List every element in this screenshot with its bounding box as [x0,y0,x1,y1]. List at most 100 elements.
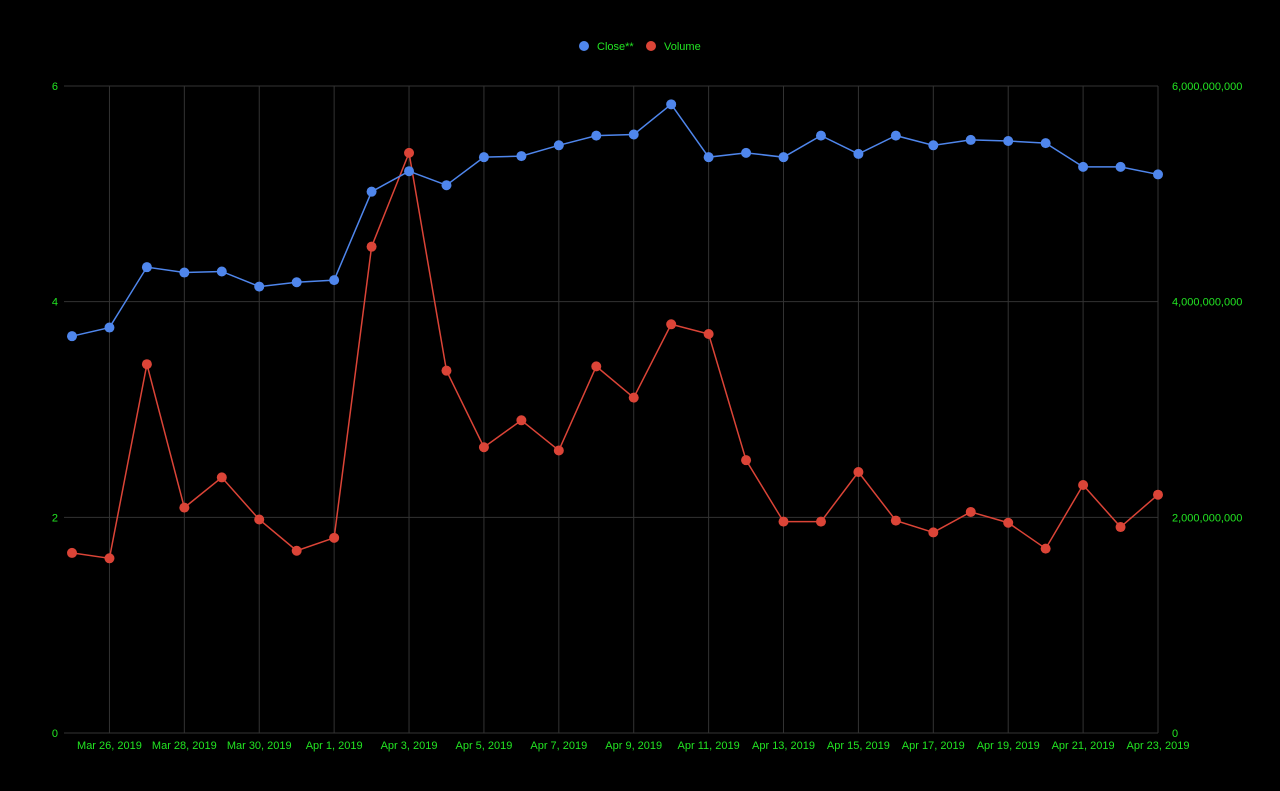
data-point[interactable] [853,148,864,159]
x-tick-label: Apr 7, 2019 [530,740,587,752]
legend-marker [579,41,589,51]
data-point[interactable] [1115,522,1126,533]
data-point[interactable] [553,140,564,151]
data-point[interactable] [965,134,976,145]
data-point[interactable] [1153,489,1163,500]
x-tick-label: Mar 30, 2019 [227,740,292,752]
data-point[interactable] [291,277,302,288]
data-point[interactable] [67,331,77,342]
data-point[interactable] [478,442,489,453]
data-point[interactable] [591,361,602,372]
x-tick-label: Apr 15, 2019 [827,740,890,752]
data-point[interactable] [741,455,752,466]
data-point[interactable] [291,545,302,556]
data-point[interactable] [591,130,602,141]
data-point[interactable] [928,140,939,151]
data-point[interactable] [104,553,115,564]
x-tick-label: Apr 21, 2019 [1052,740,1115,752]
x-tick-label: Apr 23, 2019 [1127,740,1190,752]
data-point[interactable] [478,152,489,163]
data-point[interactable] [666,319,677,330]
data-point[interactable] [366,241,377,252]
data-point[interactable] [254,514,265,525]
y-right-tick-label: 4,000,000,000 [1172,297,1242,309]
data-point[interactable] [366,186,377,197]
y-left-tick-label: 2 [52,512,58,524]
data-point[interactable] [216,472,227,483]
data-point[interactable] [890,515,901,526]
legend[interactable]: Close** Volume [579,41,701,53]
data-point[interactable] [965,506,976,517]
data-point[interactable] [928,527,939,538]
data-point[interactable] [815,130,826,141]
x-axis: Mar 26, 2019 Mar 28, 2019 Mar 30, 2019 Apr … [77,740,1189,752]
data-point[interactable] [1040,543,1051,554]
data-point[interactable] [404,147,415,158]
legend-label: Volume [664,41,701,53]
data-point[interactable] [553,445,564,456]
data-point[interactable] [329,532,340,543]
data-point[interactable] [1078,161,1089,172]
data-point[interactable] [179,267,190,278]
data-point[interactable] [778,516,789,527]
data-point[interactable] [628,392,639,403]
data-point[interactable] [1078,479,1089,490]
data-point[interactable] [1153,169,1163,180]
data-point[interactable] [1003,135,1014,146]
data-point[interactable] [516,415,527,426]
data-point[interactable] [104,322,115,333]
data-point[interactable] [216,266,227,277]
x-tick-label: Apr 3, 2019 [381,740,438,752]
data-point[interactable] [741,147,752,158]
data-point[interactable] [516,151,527,162]
data-point[interactable] [141,262,152,273]
legend-marker [646,41,656,51]
data-point[interactable] [441,180,452,191]
data-point[interactable] [404,166,415,177]
data-point[interactable] [441,365,452,376]
data-point[interactable] [666,99,677,110]
data-point[interactable] [67,547,77,558]
y-right-tick-label: 0 [1172,728,1178,740]
x-tick-label: Apr 5, 2019 [455,740,512,752]
series-volume [67,147,1163,564]
legend-item-close[interactable]: Close** [579,41,634,53]
y-left-tick-label: 4 [52,297,58,309]
x-tick-label: Mar 28, 2019 [152,740,217,752]
series-line [71,150,1159,560]
data-point[interactable] [703,329,714,340]
left-axis: 0 2 4 6 [52,81,58,740]
x-tick-label: Apr 11, 2019 [678,740,740,752]
x-tick-label: Mar 26, 2019 [77,740,142,752]
data-point[interactable] [778,152,789,163]
x-tick-label: Apr 17, 2019 [902,740,965,752]
data-point[interactable] [815,516,826,527]
x-tick-label: Apr 9, 2019 [605,740,662,752]
series-close [67,99,1163,342]
y-left-tick-label: 6 [52,81,58,93]
data-point[interactable] [628,129,639,140]
y-right-tick-label: 6,000,000,000 [1172,81,1242,93]
data-point[interactable] [179,502,190,513]
data-point[interactable] [141,359,152,370]
data-point[interactable] [890,130,901,141]
data-point[interactable] [1003,517,1014,528]
right-axis: 0 2,000,000,000 4,000,000,000 6,000,000,000 [1172,81,1242,740]
data-point[interactable] [703,152,714,163]
legend-label: Close** [597,41,634,53]
data-point[interactable] [1040,138,1051,149]
legend-item-volume[interactable]: Volume [646,41,701,53]
x-tick-label: Apr 19, 2019 [977,740,1040,752]
data-point[interactable] [853,467,864,478]
x-tick-label: Apr 1, 2019 [306,740,363,752]
y-left-tick-label: 0 [52,728,58,740]
gridlines [64,85,1159,734]
data-point[interactable] [1115,161,1126,172]
series-layer [67,99,1163,564]
data-point[interactable] [254,281,265,292]
x-tick-label: Apr 13, 2019 [752,740,815,752]
y-right-tick-label: 2,000,000,000 [1172,512,1242,524]
series-line [71,103,1159,337]
data-point[interactable] [329,275,340,286]
